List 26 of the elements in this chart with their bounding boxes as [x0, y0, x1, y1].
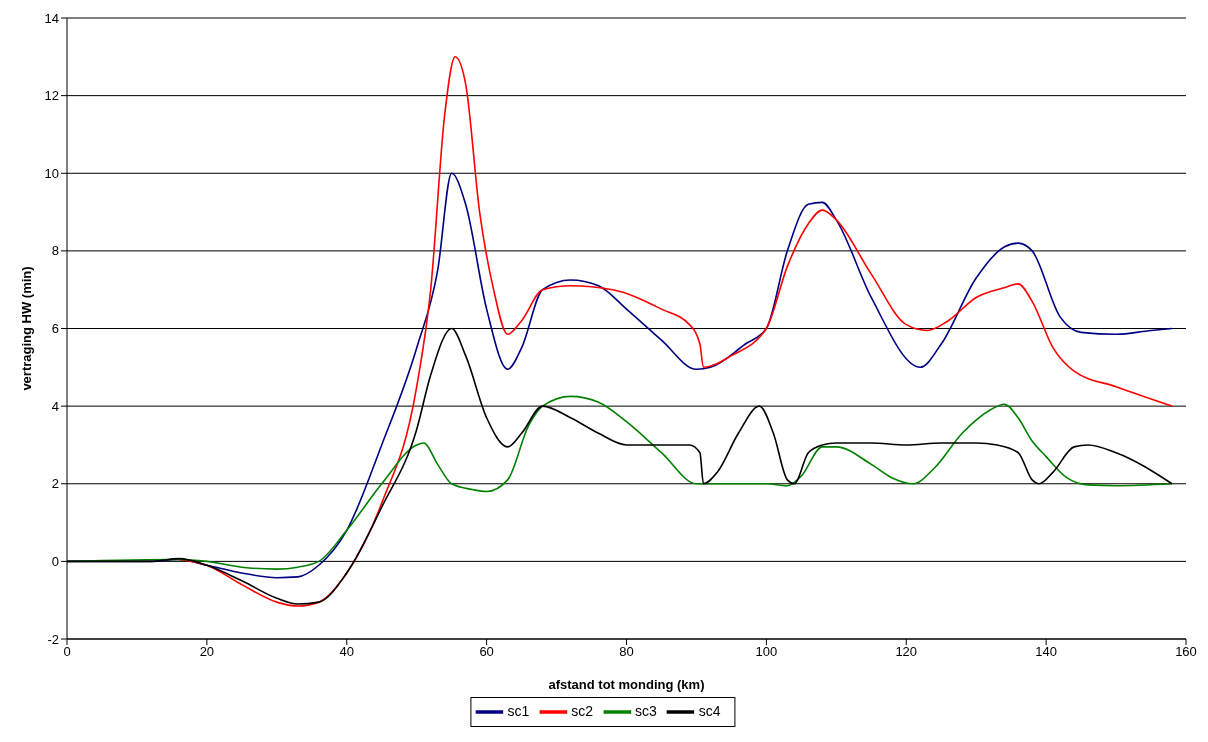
x-axis-title: afstand tot monding (km) [548, 677, 705, 692]
y-tick-label: 0 [51, 553, 59, 569]
legend-label: sc1 [507, 702, 530, 719]
y-tick-label: 12 [44, 88, 59, 104]
x-tick-label: 120 [895, 644, 918, 660]
y-tick-label: 4 [51, 398, 59, 414]
x-tick-label: 40 [339, 644, 354, 660]
y-tick-label: 14 [44, 10, 59, 26]
x-tick-label: 100 [755, 644, 778, 660]
x-tick-label: 80 [619, 644, 634, 660]
line-series [67, 395, 1173, 570]
y-tick-label: 10 [44, 165, 59, 181]
legend-label: sc3 [635, 702, 657, 719]
x-tick-label: 140 [1035, 644, 1057, 660]
x-tick-label: 20 [199, 644, 215, 660]
legend-label: sc4 [698, 702, 721, 719]
x-tick-label: 0 [63, 644, 71, 660]
line-series [178, 56, 1173, 607]
y-tick-label: 8 [51, 243, 59, 259]
x-tick-label: 60 [479, 644, 494, 660]
y-tick-label: 2 [51, 476, 59, 492]
x-tick-label: 160 [1175, 644, 1197, 660]
y-axis-title: vertraging HW (min) [18, 266, 34, 391]
y-tick-label: 6 [51, 321, 59, 337]
y-tick-label: -2 [47, 631, 59, 647]
legend-label: sc2 [571, 702, 593, 719]
